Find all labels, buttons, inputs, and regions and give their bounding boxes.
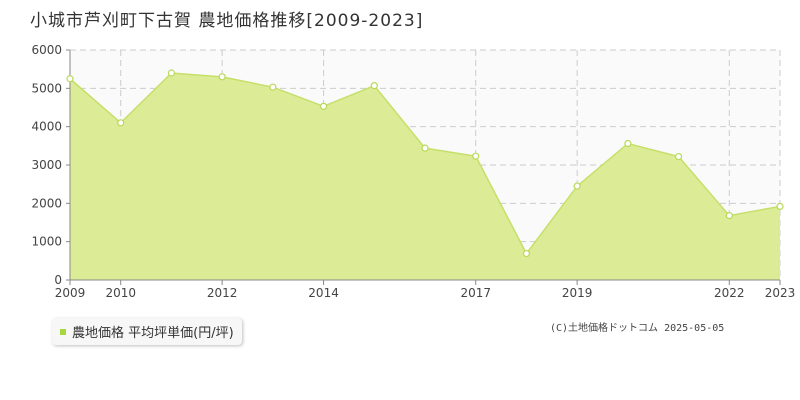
legend-label: 農地価格 平均坪単価(円/坪) bbox=[72, 326, 234, 341]
y-tick-label: 3000 bbox=[31, 158, 62, 172]
data-point bbox=[776, 202, 784, 210]
data-point bbox=[117, 119, 125, 127]
legend: 農地価格 平均坪単価(円/坪) bbox=[52, 318, 242, 345]
x-tick-label: 2023 bbox=[765, 286, 796, 300]
data-point bbox=[370, 82, 378, 90]
series-area bbox=[70, 73, 780, 280]
chart-title: 小城市芦刈町下古賀 農地価格推移[2009-2023] bbox=[30, 11, 424, 31]
data-point bbox=[269, 83, 277, 91]
data-point bbox=[522, 249, 531, 258]
data-point bbox=[472, 152, 480, 160]
y-tick-label: 2000 bbox=[31, 196, 62, 210]
data-point bbox=[421, 144, 429, 152]
data-point bbox=[725, 212, 733, 220]
x-tick-label: 2014 bbox=[308, 286, 339, 300]
x-tick-label: 2022 bbox=[714, 286, 745, 300]
y-tick-label: 4000 bbox=[31, 120, 62, 134]
data-point bbox=[218, 73, 226, 81]
y-tick-label: 6000 bbox=[31, 43, 62, 57]
data-point bbox=[66, 75, 74, 83]
axis-layer bbox=[66, 49, 781, 285]
y-tick-label: 1000 bbox=[31, 235, 62, 249]
y-tick-label: 5000 bbox=[31, 81, 62, 95]
marker-layer bbox=[66, 69, 784, 258]
x-tick-label: 2012 bbox=[207, 286, 238, 300]
x-tick-label: 2009 bbox=[55, 286, 86, 300]
y-tick-label: 0 bbox=[54, 273, 62, 287]
data-point bbox=[624, 139, 632, 148]
data-point bbox=[674, 152, 683, 161]
data-point bbox=[167, 69, 176, 77]
x-tick-label: 2017 bbox=[460, 286, 491, 300]
x-tick-label: 2010 bbox=[105, 286, 136, 300]
data-point bbox=[319, 102, 328, 110]
x-tick-label: 2019 bbox=[562, 286, 593, 300]
legend-swatch bbox=[60, 328, 66, 335]
label-layer: 0 1000 2000 3000 4000 5000 6000 2009 2010 2012 201… bbox=[31, 43, 795, 300]
copyright-text: (C)土地価格ドットコム 2025-05-05 bbox=[550, 323, 725, 334]
data-point bbox=[573, 182, 581, 190]
